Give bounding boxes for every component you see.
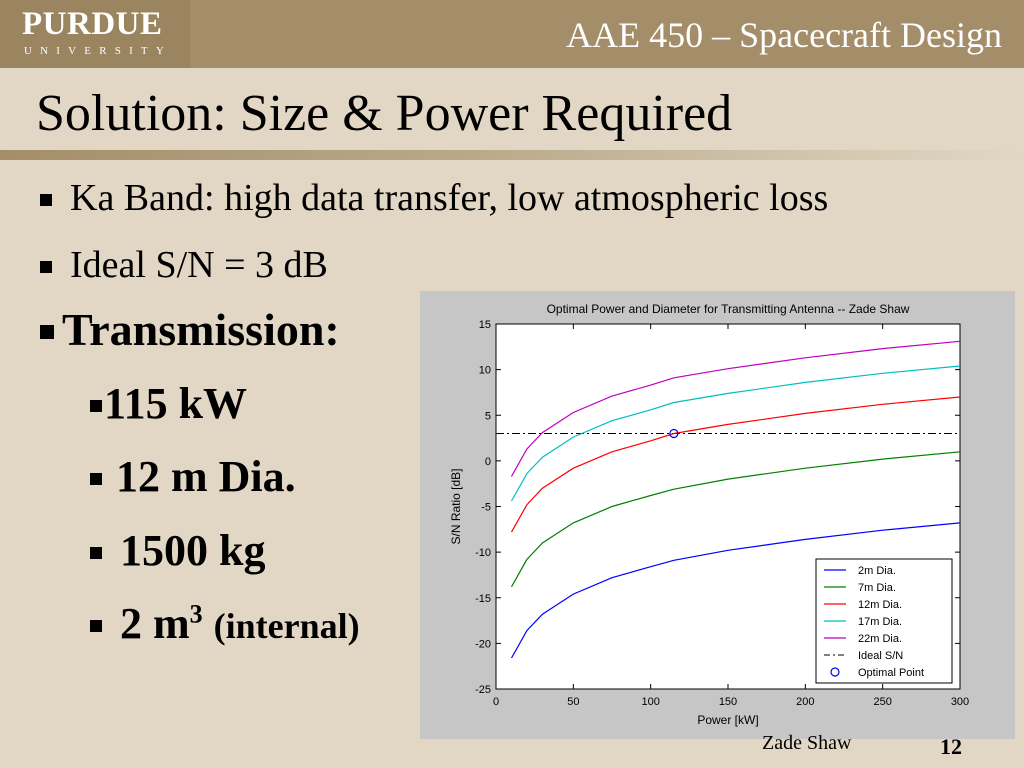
legend-label: Optimal Point [858,667,924,679]
series-line [510,365,961,502]
legend-entries: 2m Dia. 7m Dia. 12m Dia. 17m Dia. 22m Dia. Id… [824,565,924,679]
title-divider [0,150,1024,160]
legend-marker [830,667,840,677]
legend-label: 22m Dia. [858,633,902,645]
bullet-square-icon [40,194,52,206]
sub-bullet-volume: 2 m3 (internal) [90,598,360,649]
series-line [510,340,961,477]
bullet-square-icon [90,620,102,632]
bullet-square-icon [40,325,54,339]
x-tick-label: 50 [567,696,579,708]
y-tick-label: 5 [485,410,491,422]
x-tick-label: 100 [641,696,659,708]
bullet-ka-band: Ka Band: high data transfer, low atmosph… [40,176,828,220]
bullet-square-icon [90,400,102,412]
y-tick-label: -20 [475,638,491,650]
logo-wordmark: PURDUE [22,6,163,42]
bullet-square-icon [90,473,102,485]
optimal-point-marker [669,428,679,439]
bullet-text: 12 m Dia. [116,452,296,501]
legend: 2m Dia. 7m Dia. 12m Dia. 17m Dia. 22m Dia. Id… [815,558,953,684]
sub-bullet-mass: 1500 kg [90,525,265,576]
y-tick-label: -25 [475,684,491,696]
sn-ratio-chart: Optimal Power and Diameter for Transmitt… [420,291,1015,739]
sub-bullet-power: 115 kW [90,378,247,429]
y-axis-label: S/N Ratio [dB] [449,468,463,544]
y-tick-label: 0 [485,456,491,468]
header-bar: PURDUE UNIVERSITY AAE 450 – Spacecraft D… [0,0,1024,68]
series-line [510,396,961,533]
series-group [496,340,961,659]
chart-title: Optimal Power and Diameter for Transmitt… [547,302,910,316]
bullet-text: 2 m [120,599,190,648]
logo-subtitle: UNIVERSITY [24,45,172,57]
course-title: AAE 450 – Spacecraft Design [566,15,1002,55]
footer-author: Zade Shaw [762,732,852,754]
y-tick-label: -15 [475,593,491,605]
slide-title: Solution: Size & Power Required [36,85,733,142]
y-tick-label: -10 [475,547,491,559]
bullet-ideal-sn: Ideal S/N = 3 dB [40,243,328,287]
sub-bullet-diameter: 12 m Dia. [90,451,296,502]
bullet-text: 115 kW [104,379,248,428]
legend-label: Ideal S/N [858,650,903,662]
x-tick-label: 200 [796,696,814,708]
legend-label: 12m Dia. [858,599,902,611]
x-tick-label: 250 [873,696,891,708]
x-tick-label: 300 [951,696,969,708]
bullet-text: 1500 kg [120,526,266,575]
bullet-text: Transmission: [62,304,340,355]
series-line [510,451,961,588]
y-tick-label: -5 [481,502,491,514]
series-line [510,522,961,659]
x-tick-label: 0 [493,696,499,708]
legend-label: 7m Dia. [858,582,896,594]
y-tick-label: 15 [479,319,491,331]
bullet-transmission: Transmission: [40,303,340,356]
bullet-square-icon [90,547,102,559]
y-tick-label: 10 [479,365,491,377]
bullet-text: Ideal S/N = 3 dB [70,244,328,286]
bullet-note: (internal) [213,606,360,646]
superscript: 3 [189,599,203,629]
page-number: 12 [940,734,962,759]
legend-label: 2m Dia. [858,565,896,577]
legend-label: 17m Dia. [858,616,902,628]
x-tick-label: 150 [719,696,737,708]
purdue-logo: PURDUE UNIVERSITY [0,0,190,68]
bullet-square-icon [40,261,52,273]
bullet-text: Ka Band: high data transfer, low atmosph… [70,177,829,219]
x-axis-label: Power [kW] [697,713,758,727]
